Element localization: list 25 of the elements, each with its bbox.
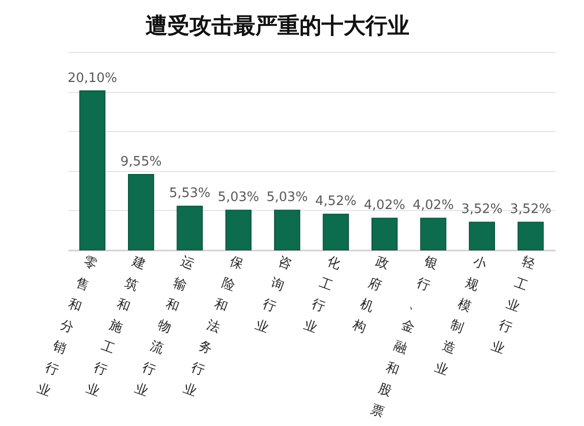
bar <box>420 218 446 250</box>
bar <box>225 210 252 250</box>
data-label: 20,10% <box>68 70 118 86</box>
x-tick-label: 咨询行业 <box>253 254 294 336</box>
bar <box>128 174 154 250</box>
bar <box>518 222 544 250</box>
chart-title: 遭受攻击最严重的十大行业 <box>146 14 410 39</box>
data-label: 5,03% <box>218 190 260 206</box>
x-tick-label: 化工行业 <box>302 254 342 336</box>
bar <box>79 90 106 250</box>
data-label: 4,02% <box>412 198 454 214</box>
bar <box>468 222 496 250</box>
bar <box>274 210 300 250</box>
data-label: 5,53% <box>169 186 210 202</box>
x-tick-label: 轻工业行业 <box>488 254 538 358</box>
bar <box>322 214 349 250</box>
x-tick-label: 政府机构 <box>350 254 391 336</box>
bar <box>371 218 398 250</box>
data-label: 4,02% <box>364 198 406 214</box>
data-label: 4,52% <box>315 194 357 210</box>
data-label: 3,52% <box>461 202 503 218</box>
data-label: 5,03% <box>266 190 308 206</box>
data-label: 3,52% <box>510 202 552 218</box>
data-label: 9,55% <box>120 154 162 170</box>
bar <box>176 206 203 250</box>
